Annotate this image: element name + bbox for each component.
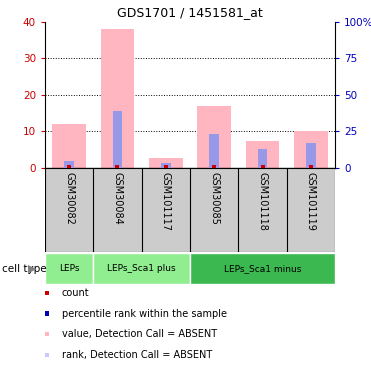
Text: count: count xyxy=(62,288,89,298)
Bar xyxy=(294,132,328,168)
Bar xyxy=(246,141,279,168)
Text: GSM30084: GSM30084 xyxy=(112,172,122,225)
Text: LEPs_Sca1 plus: LEPs_Sca1 plus xyxy=(107,264,176,273)
Bar xyxy=(149,158,183,168)
Bar xyxy=(306,143,316,168)
Bar xyxy=(65,161,74,168)
Title: GDS1701 / 1451581_at: GDS1701 / 1451581_at xyxy=(117,6,263,20)
Text: LEPs_Sca1 minus: LEPs_Sca1 minus xyxy=(224,264,301,273)
Bar xyxy=(93,253,190,284)
Bar xyxy=(101,29,134,168)
Text: percentile rank within the sample: percentile rank within the sample xyxy=(62,309,227,319)
Bar xyxy=(45,253,93,284)
Text: LEPs: LEPs xyxy=(59,264,79,273)
Text: rank, Detection Call = ABSENT: rank, Detection Call = ABSENT xyxy=(62,350,212,360)
Text: GSM101119: GSM101119 xyxy=(306,172,316,231)
Text: cell type: cell type xyxy=(2,264,46,273)
Text: GSM30082: GSM30082 xyxy=(64,172,74,225)
Text: GSM101118: GSM101118 xyxy=(257,172,267,231)
Bar xyxy=(52,124,86,168)
Text: GSM30085: GSM30085 xyxy=(209,172,219,225)
Bar xyxy=(197,106,231,168)
Bar xyxy=(113,111,122,168)
Bar xyxy=(258,149,267,168)
Bar xyxy=(210,134,219,168)
Text: value, Detection Call = ABSENT: value, Detection Call = ABSENT xyxy=(62,329,217,339)
Bar xyxy=(190,253,335,284)
Bar xyxy=(161,163,171,168)
Text: GSM101117: GSM101117 xyxy=(161,172,171,231)
Text: ▶: ▶ xyxy=(28,264,37,273)
